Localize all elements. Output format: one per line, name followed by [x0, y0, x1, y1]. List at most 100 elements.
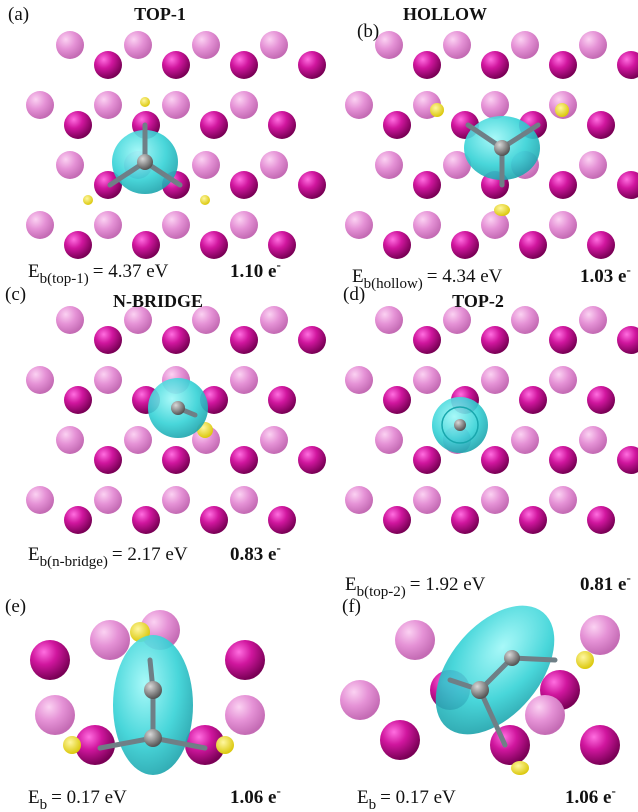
light-atom	[413, 486, 441, 514]
panel-title: TOP-1	[134, 4, 186, 24]
light-atom	[511, 31, 539, 59]
light-atom	[94, 486, 122, 514]
charge-depletion	[83, 195, 93, 205]
light-atom	[375, 151, 403, 179]
dark-atom	[200, 111, 228, 139]
dark-atom	[413, 171, 441, 199]
panel-title: TOP-2	[452, 291, 504, 311]
dark-atom	[132, 506, 160, 534]
charge-transfer: 0.81 e-	[580, 570, 631, 595]
adsorbate-atom	[454, 419, 466, 431]
light-atom	[260, 31, 288, 59]
dark-atom	[617, 51, 638, 79]
dark-atom	[162, 51, 190, 79]
dark-atom	[383, 386, 411, 414]
binding-energy: Eb(hollow)= 4.34 eV	[352, 266, 503, 292]
panel-label: (c)	[5, 284, 26, 305]
dark-atom	[383, 111, 411, 139]
dark-atom	[481, 446, 509, 474]
light-atom	[481, 91, 509, 119]
charge-depletion	[63, 736, 81, 754]
dark-atom	[549, 326, 577, 354]
light-atom	[525, 695, 565, 735]
light-atom	[162, 486, 190, 514]
light-atom	[162, 211, 190, 239]
dark-atom	[225, 640, 265, 680]
light-atom	[549, 366, 577, 394]
dark-atom	[94, 326, 122, 354]
charge-depletion	[216, 736, 234, 754]
light-atom	[56, 426, 84, 454]
light-atom	[375, 306, 403, 334]
dark-atom	[230, 171, 258, 199]
light-atom	[124, 426, 152, 454]
light-atom	[230, 366, 258, 394]
dark-atom	[519, 386, 547, 414]
charge-value: 0.81 e	[580, 574, 626, 595]
charge-value: 1.06 e	[230, 787, 276, 808]
dark-atom	[587, 111, 615, 139]
charge-depletion	[430, 103, 444, 117]
light-atom	[580, 615, 620, 655]
charge-sign: -	[276, 540, 280, 555]
charge-depletion	[200, 195, 210, 205]
light-atom	[26, 366, 54, 394]
energy-value: = 4.37 eV	[93, 261, 169, 282]
energy-subscript: b	[369, 797, 377, 812]
dark-atom	[617, 326, 638, 354]
light-atom	[230, 211, 258, 239]
energy-subscript: b(n-bridge)	[40, 554, 108, 570]
light-atom	[579, 306, 607, 334]
adsorbate-atom	[504, 650, 520, 666]
light-atom	[345, 486, 373, 514]
light-atom	[345, 366, 373, 394]
dark-atom	[587, 506, 615, 534]
light-atom	[443, 31, 471, 59]
dark-atom	[298, 51, 326, 79]
light-atom	[260, 426, 288, 454]
dark-atom	[298, 446, 326, 474]
light-atom	[230, 486, 258, 514]
charge-sign: -	[626, 262, 630, 277]
dark-atom	[64, 231, 92, 259]
dark-atom	[617, 171, 638, 199]
charge-depletion	[140, 97, 150, 107]
adsorbate-atom	[471, 681, 489, 699]
light-atom	[340, 680, 380, 720]
dark-atom	[587, 231, 615, 259]
dark-atom	[413, 446, 441, 474]
energy-symbol: E	[345, 574, 357, 595]
light-atom	[260, 151, 288, 179]
light-atom	[162, 91, 190, 119]
light-atom	[94, 211, 122, 239]
adsorbate-atom	[171, 401, 185, 415]
charge-depletion	[576, 651, 594, 669]
energy-subscript: b(top-1)	[40, 271, 89, 287]
charge-sign: -	[276, 257, 280, 272]
light-atom	[56, 31, 84, 59]
charge-sign: -	[626, 570, 630, 585]
panel-label: (a)	[8, 4, 29, 25]
dark-atom	[549, 171, 577, 199]
binding-energy: Eb(top-2)= 1.92 eV	[345, 574, 486, 600]
light-atom	[579, 31, 607, 59]
dark-atom	[481, 326, 509, 354]
energy-value: = 4.34 eV	[427, 266, 503, 287]
light-atom	[395, 620, 435, 660]
charge-transfer: 1.06 e-	[230, 783, 281, 808]
dark-atom	[383, 231, 411, 259]
energy-symbol: E	[28, 544, 40, 565]
panel-label: (e)	[5, 596, 26, 617]
light-atom	[481, 486, 509, 514]
dark-atom	[481, 51, 509, 79]
charge-transfer: 1.03 e-	[580, 262, 631, 287]
light-atom	[192, 151, 220, 179]
dark-atom	[617, 446, 638, 474]
dark-atom	[549, 51, 577, 79]
light-atom	[26, 91, 54, 119]
light-atom	[56, 306, 84, 334]
dark-atom	[451, 506, 479, 534]
charge-depletion	[555, 103, 569, 117]
energy-value: = 0.17 eV	[51, 787, 127, 808]
light-atom	[511, 306, 539, 334]
